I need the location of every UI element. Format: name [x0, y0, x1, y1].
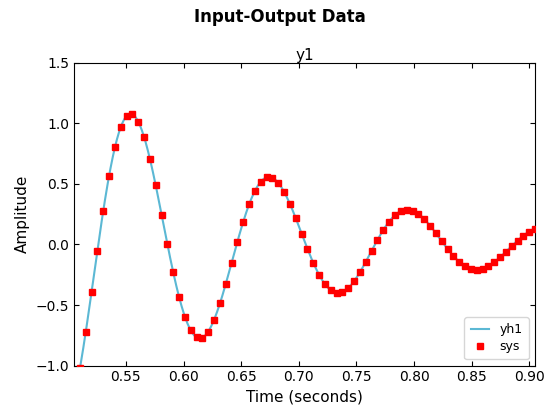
sys — [281, 189, 287, 194]
sys — [391, 213, 398, 218]
Legend: yh1, sys: yh1, sys — [464, 317, 529, 360]
yh1 — [118, 123, 124, 129]
yh1 — [431, 228, 437, 233]
Line: yh1: yh1 — [74, 114, 535, 398]
sys — [71, 395, 77, 400]
yh1 — [71, 395, 77, 400]
yh1 — [531, 226, 538, 231]
sys — [374, 237, 381, 242]
Text: Input-Output Data: Input-Output Data — [194, 8, 366, 26]
Title: y1: y1 — [295, 48, 314, 63]
Line: sys: sys — [71, 112, 538, 401]
sys — [351, 278, 357, 284]
sys — [357, 270, 363, 275]
yh1 — [127, 111, 134, 116]
X-axis label: Time (seconds): Time (seconds) — [246, 390, 363, 405]
yh1 — [388, 217, 394, 222]
Y-axis label: Amplitude: Amplitude — [15, 175, 30, 253]
sys — [531, 226, 538, 231]
yh1 — [274, 179, 281, 184]
sys — [129, 112, 136, 117]
yh1 — [439, 239, 446, 244]
yh1 — [258, 179, 264, 184]
sys — [485, 263, 492, 268]
